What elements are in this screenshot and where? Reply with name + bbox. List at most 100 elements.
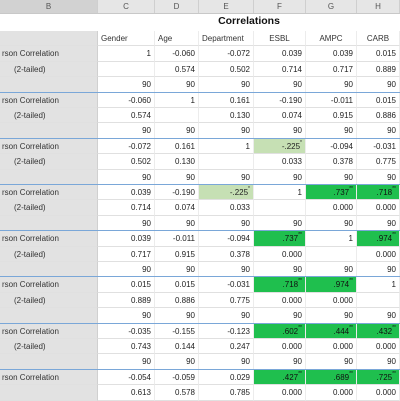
value-cell[interactable]: 0.015 (155, 277, 199, 293)
value-cell[interactable]: 90 (254, 354, 306, 370)
value-cell[interactable]: 0.000 (306, 385, 357, 401)
value-cell[interactable]: .602** (254, 323, 306, 339)
value-cell[interactable]: 0.378 (306, 154, 357, 170)
value-cell[interactable]: 90 (155, 169, 199, 185)
value-cell[interactable]: 0.015 (98, 277, 155, 293)
value-cell[interactable]: -0.094 (306, 138, 357, 155)
column-letter-g[interactable]: G (306, 0, 357, 13)
row-label-cell[interactable]: (2-tailed) (0, 154, 98, 170)
value-cell[interactable]: 90 (254, 262, 306, 278)
value-cell[interactable]: -0.031 (199, 277, 254, 293)
row-label-cell[interactable] (0, 215, 98, 232)
value-cell[interactable]: 90 (98, 262, 155, 278)
value-cell[interactable]: 0.000 (357, 385, 400, 401)
value-cell[interactable]: 90 (306, 262, 357, 278)
value-cell[interactable]: 0.015 (357, 92, 400, 108)
value-cell[interactable]: -.225* (254, 138, 306, 155)
value-cell[interactable]: 0.000 (306, 339, 357, 355)
value-cell[interactable]: -0.072 (98, 138, 155, 155)
value-cell[interactable]: 0.889 (98, 292, 155, 309)
value-cell[interactable]: 90 (199, 123, 254, 139)
value-cell[interactable]: 90 (98, 169, 155, 185)
value-cell[interactable]: 0.130 (199, 108, 254, 124)
value-cell[interactable]: 0.889 (357, 61, 400, 78)
row-label-cell[interactable]: (2-tailed) (0, 339, 98, 355)
value-cell[interactable]: 0.714 (254, 61, 306, 78)
row-label-cell[interactable]: (2-tailed) (0, 108, 98, 124)
value-cell[interactable]: 0.502 (199, 61, 254, 78)
row-label-cell[interactable]: rson Correlation (0, 369, 98, 386)
value-cell[interactable]: 90 (98, 354, 155, 370)
value-cell[interactable]: 0.033 (254, 154, 306, 170)
value-cell[interactable]: 90 (199, 262, 254, 278)
column-letter-c[interactable]: C (98, 0, 155, 13)
value-cell[interactable]: 0.000 (306, 292, 357, 309)
value-cell[interactable]: 0.000 (357, 200, 400, 216)
header-label-cell[interactable] (0, 31, 98, 47)
value-cell[interactable]: 0.039 (98, 231, 155, 247)
value-cell[interactable]: 90 (199, 308, 254, 324)
value-cell[interactable]: -0.035 (98, 323, 155, 339)
value-cell[interactable]: .725** (357, 369, 400, 386)
value-cell[interactable]: 0.613 (98, 385, 155, 401)
value-cell[interactable] (98, 61, 155, 78)
column-letter-d[interactable]: D (155, 0, 199, 13)
value-cell[interactable]: 1 (357, 277, 400, 293)
value-cell[interactable]: 90 (98, 77, 155, 93)
value-cell[interactable]: 0.502 (98, 154, 155, 170)
row-label-cell[interactable] (0, 354, 98, 370)
column-header-cell[interactable]: CARB (357, 31, 400, 47)
value-cell[interactable]: 90 (199, 354, 254, 370)
value-cell[interactable]: -0.190 (155, 185, 199, 201)
row-label-cell[interactable]: rson Correlation (0, 185, 98, 201)
value-cell[interactable]: -0.072 (199, 46, 254, 62)
value-cell[interactable]: -0.031 (357, 138, 400, 155)
column-header-cell[interactable]: AMPC (306, 31, 357, 47)
value-cell[interactable]: 0.574 (98, 108, 155, 124)
value-cell[interactable]: 0.130 (155, 154, 199, 170)
row-label-cell[interactable] (0, 169, 98, 185)
value-cell[interactable]: 0.029 (199, 369, 254, 386)
row-label-cell[interactable] (0, 123, 98, 139)
value-cell[interactable]: 0.378 (199, 246, 254, 262)
value-cell[interactable]: 90 (155, 308, 199, 324)
row-label-cell[interactable]: rson Correlation (0, 46, 98, 62)
value-cell[interactable]: 0.886 (357, 108, 400, 124)
value-cell[interactable]: 0.775 (357, 154, 400, 170)
value-cell[interactable]: 1 (98, 46, 155, 62)
value-cell[interactable]: 90 (199, 77, 254, 93)
value-cell[interactable]: 1 (254, 185, 306, 201)
value-cell[interactable]: 0.033 (199, 200, 254, 216)
value-cell[interactable]: 90 (357, 169, 400, 185)
row-label-cell[interactable]: rson Correlation (0, 323, 98, 339)
value-cell[interactable]: -0.123 (199, 323, 254, 339)
value-cell[interactable]: 0.161 (155, 138, 199, 155)
value-cell[interactable]: 0.039 (98, 185, 155, 201)
value-cell[interactable]: 0.717 (306, 61, 357, 78)
value-cell[interactable]: 0.000 (306, 200, 357, 216)
column-letter-f[interactable]: F (254, 0, 306, 13)
row-label-cell[interactable]: (2-tailed) (0, 61, 98, 78)
value-cell[interactable]: 0.000 (357, 339, 400, 355)
value-cell[interactable]: 90 (199, 169, 254, 185)
value-cell[interactable]: 0.074 (155, 200, 199, 216)
value-cell[interactable]: 0.074 (254, 108, 306, 124)
value-cell[interactable]: 90 (357, 354, 400, 370)
value-cell[interactable]: 90 (254, 308, 306, 324)
value-cell[interactable]: .432** (357, 323, 400, 339)
row-label-cell[interactable]: rson Correlation (0, 138, 98, 155)
value-cell[interactable]: 90 (306, 215, 357, 232)
row-label-cell[interactable]: rson Correlation (0, 277, 98, 293)
value-cell[interactable]: 90 (98, 215, 155, 232)
value-cell[interactable]: 90 (306, 123, 357, 139)
value-cell[interactable] (155, 108, 199, 124)
value-cell[interactable]: .718** (357, 185, 400, 201)
value-cell[interactable]: 90 (254, 169, 306, 185)
value-cell[interactable]: -0.094 (199, 231, 254, 247)
row-label-cell[interactable]: (2-tailed) (0, 292, 98, 309)
value-cell[interactable] (357, 292, 400, 309)
value-cell[interactable] (306, 246, 357, 262)
value-cell[interactable]: 90 (155, 123, 199, 139)
value-cell[interactable]: 0.743 (98, 339, 155, 355)
value-cell[interactable]: 0.144 (155, 339, 199, 355)
